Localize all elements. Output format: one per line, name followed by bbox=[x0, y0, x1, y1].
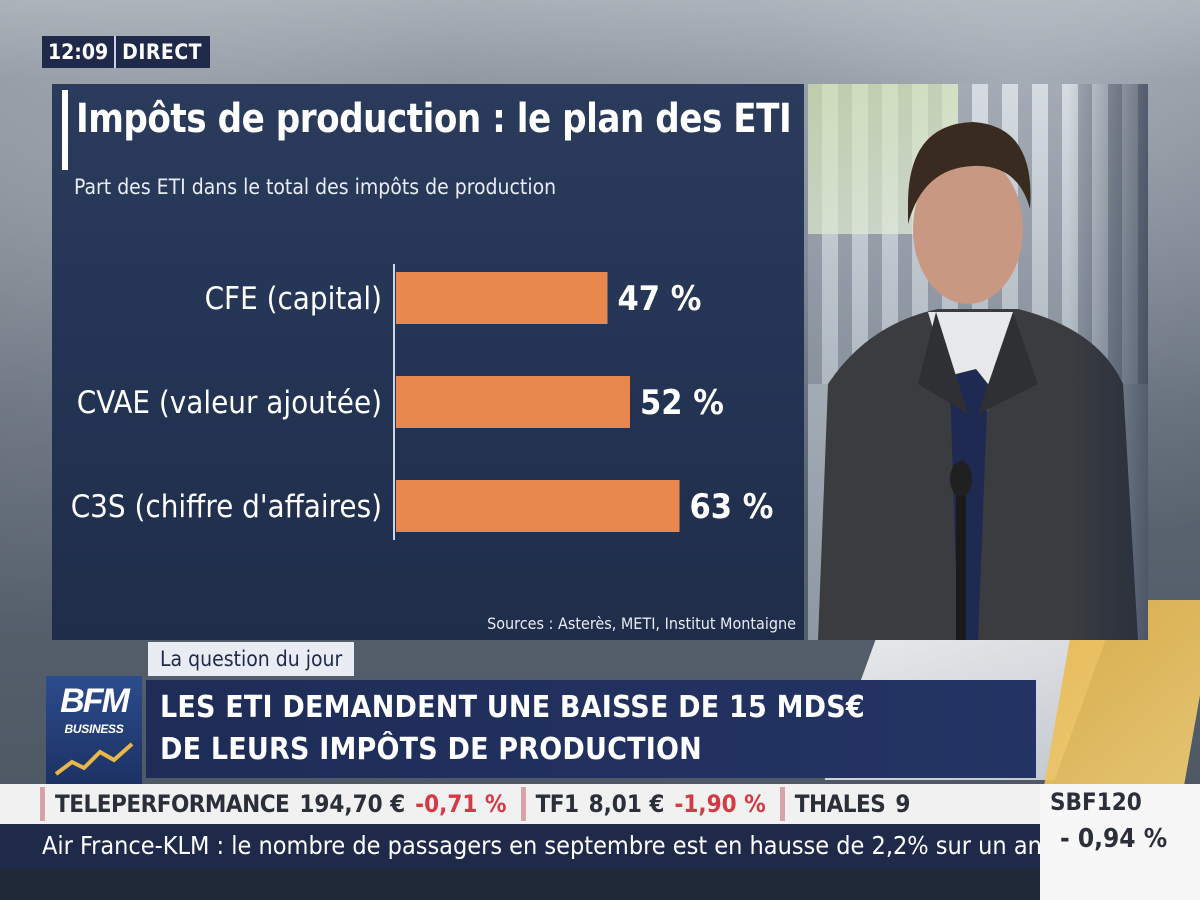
ticker-price: 9 bbox=[895, 790, 911, 818]
presenter-silhouette bbox=[818, 122, 1138, 640]
bar bbox=[396, 272, 608, 324]
index-box: SBF120 - 0,94 % bbox=[1040, 784, 1200, 900]
ticker-name: TELEPERFORMANCE bbox=[55, 790, 290, 818]
bar-chart: CFE (capital) 47 % CVAE (valeur ajoutée) 52… bbox=[71, 264, 774, 540]
logo-subtext: BUSINESS bbox=[64, 722, 124, 736]
ticker-item: TF1 8,01 € -1,90 % bbox=[520, 787, 766, 821]
chart-title: Impôts de production : le plan des ETI bbox=[76, 96, 792, 142]
chart-source: Sources : Asterès, METI, Institut Montai… bbox=[487, 614, 796, 633]
headline-box: LES ETI DEMANDENT UNE BAISSE DE 15 MDS€ … bbox=[146, 680, 1036, 778]
logo-chart-icon bbox=[54, 742, 134, 776]
category-label: CVAE (valeur ajoutée) bbox=[77, 385, 382, 421]
clock-badge: 12:09 DIRECT bbox=[42, 36, 211, 68]
index-name: SBF120 bbox=[1050, 788, 1142, 816]
presenter-video bbox=[808, 84, 1148, 640]
chart-subtitle: Part des ETI dans le total des impôts de… bbox=[74, 175, 557, 199]
chart-panel bbox=[52, 84, 804, 640]
ticker-name: THALES bbox=[794, 790, 886, 818]
value-label: 63 % bbox=[690, 487, 774, 527]
value-label: 52 % bbox=[640, 383, 724, 423]
live-label: DIRECT bbox=[116, 36, 211, 68]
stock-ticker: TELEPERFORMANCE 194,70 € -0,71 % TF1 8,0… bbox=[0, 784, 1040, 824]
bar bbox=[396, 376, 630, 428]
ticker-item: TELEPERFORMANCE 194,70 € -0,71 % bbox=[40, 787, 507, 821]
category-label: C3S (chiffre d'affaires) bbox=[71, 489, 382, 525]
news-crawl: Air France-KLM : le nombre de passagers … bbox=[0, 824, 1040, 868]
ticker-item: THALES 9 bbox=[779, 787, 921, 821]
bar bbox=[396, 480, 680, 532]
news-crawl-text: Air France-KLM : le nombre de passagers … bbox=[42, 831, 1040, 860]
question-of-the-day-label: La question du jour bbox=[148, 642, 355, 676]
video-shadow bbox=[1068, 84, 1148, 640]
category-label: CFE (capital) bbox=[205, 281, 382, 317]
index-change: - 0,94 % bbox=[1060, 824, 1168, 854]
ticker-change: -1,90 % bbox=[674, 790, 766, 818]
clock-time: 12:09 bbox=[42, 36, 117, 68]
ticker-change: -0,71 % bbox=[415, 790, 507, 818]
bottom-strip bbox=[0, 868, 1040, 900]
ticker-name: TF1 bbox=[535, 790, 580, 818]
headline-line-2: DE LEURS IMPÔTS DE PRODUCTION bbox=[160, 732, 702, 767]
ticker-price: 194,70 € bbox=[299, 790, 406, 818]
chart-title-accent bbox=[62, 90, 68, 170]
headline-line-1: LES ETI DEMANDENT UNE BAISSE DE 15 MDS€ bbox=[160, 690, 865, 725]
ticker-price: 8,01 € bbox=[588, 790, 665, 818]
value-label: 47 % bbox=[618, 279, 702, 319]
logo-text: BFM bbox=[60, 682, 130, 720]
bfm-business-logo: BFM BUSINESS bbox=[46, 676, 142, 784]
